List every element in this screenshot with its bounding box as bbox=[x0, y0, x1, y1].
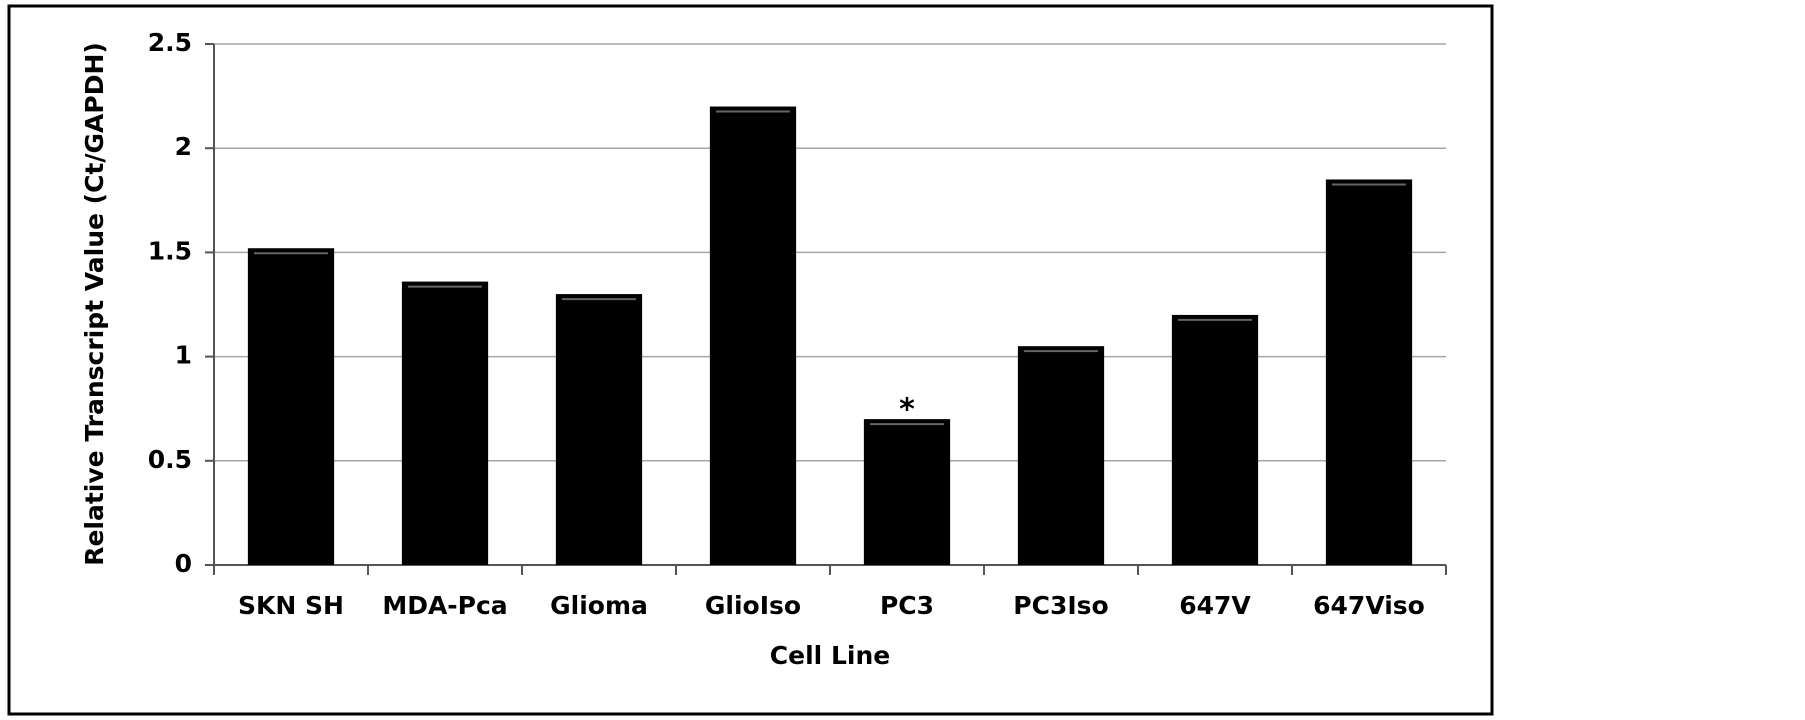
y-tick-label: 0.5 bbox=[148, 445, 192, 474]
x-tick-label: PC3 bbox=[880, 591, 934, 620]
bar bbox=[401, 281, 489, 565]
bar bbox=[709, 106, 797, 566]
y-axis-title: Relative Transcript Value (Ct/GAPDH) bbox=[80, 42, 109, 566]
x-tick-label: MDA-Pca bbox=[382, 591, 507, 620]
x-tick-label: PC3Iso bbox=[1013, 591, 1108, 620]
y-tick-label: 1.5 bbox=[148, 236, 192, 265]
x-tick-label: Glioma bbox=[550, 591, 648, 620]
bar bbox=[1171, 314, 1259, 565]
y-tick-label: 2 bbox=[175, 132, 192, 161]
y-tick-label: 2.5 bbox=[148, 28, 192, 57]
x-tick-label: GlioIso bbox=[705, 591, 801, 620]
x-tick-label: 647Viso bbox=[1313, 591, 1425, 620]
y-tick-label: 1 bbox=[175, 341, 192, 370]
bar bbox=[863, 419, 951, 565]
x-axis-title: Cell Line bbox=[770, 641, 890, 670]
bar bbox=[1017, 346, 1105, 565]
chart-frame bbox=[7, 4, 1494, 716]
x-tick-label: 647V bbox=[1179, 591, 1251, 620]
bar bbox=[555, 294, 643, 565]
y-tick-label: 0 bbox=[175, 549, 192, 578]
x-tick-label: SKN SH bbox=[238, 591, 344, 620]
bar bbox=[1325, 179, 1413, 565]
annotation: * bbox=[899, 393, 915, 428]
bar bbox=[247, 248, 335, 565]
